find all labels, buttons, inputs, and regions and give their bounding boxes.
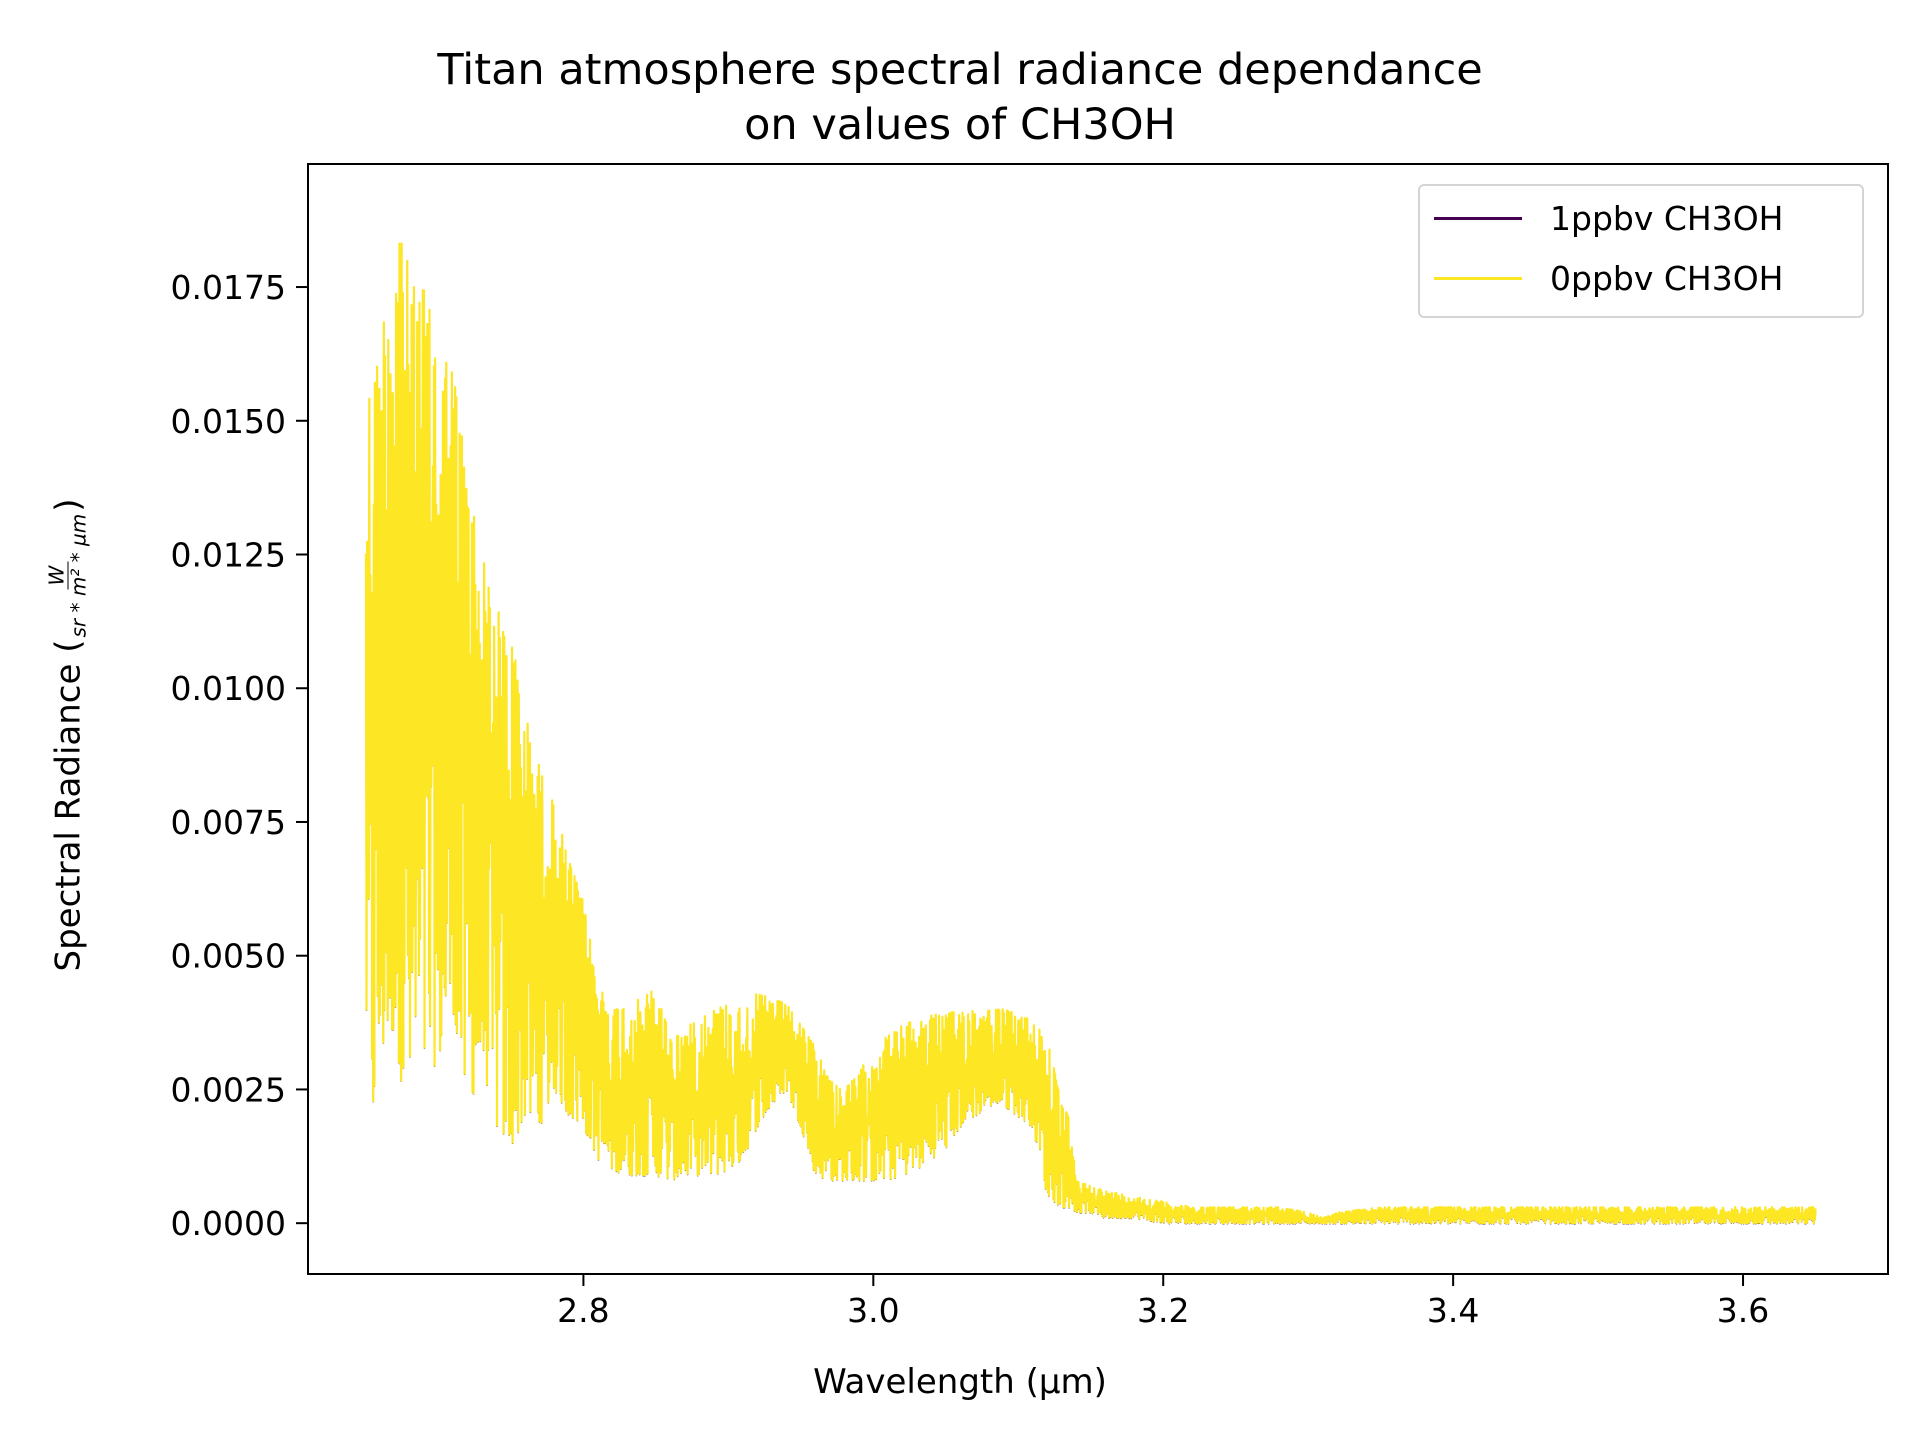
legend-entry-1ppbv: 1ppbv CH3OH xyxy=(1420,198,1784,238)
x-tick-label: 3.2 xyxy=(1137,1291,1189,1330)
chart-title-line-1: Titan atmosphere spectral radiance depen… xyxy=(437,45,1483,95)
y-axis-label: Spectral Radiance ( W sr * m² * µm ) xyxy=(45,498,91,972)
y-axis-label-suffix: ) xyxy=(48,498,88,512)
chart-title-line-2: on values of CH3OH xyxy=(744,100,1176,150)
legend-label-1ppbv: 1ppbv CH3OH xyxy=(1550,198,1784,238)
y-tick-label: 0.0150 xyxy=(171,402,286,441)
y-tick-label: 0.0000 xyxy=(171,1204,286,1243)
legend: 1ppbv CH3OH 0ppbv CH3OH xyxy=(1418,184,1864,318)
x-axis-label: Wavelength (µm) xyxy=(813,1362,1107,1402)
x-tick-label: 3.6 xyxy=(1717,1291,1769,1330)
x-tick-label: 2.8 xyxy=(557,1291,609,1330)
axes: 2.8 3.0 3.2 3.4 3.6 0.0000 0.0025 0.0050 0.0075 0… xyxy=(171,163,1889,1330)
x-tick-label: 3.4 xyxy=(1427,1291,1479,1330)
y-tick-label: 0.0175 xyxy=(171,268,286,307)
series-line-0ppbv xyxy=(364,242,1817,1225)
legend-label-0ppbv: 0ppbv CH3OH xyxy=(1550,258,1784,298)
legend-swatch-0ppbv xyxy=(1434,276,1522,280)
legend-entry-0ppbv: 0ppbv CH3OH xyxy=(1420,258,1784,298)
x-tick-label: 3.0 xyxy=(847,1291,899,1330)
y-axis-label-prefix: Spectral Radiance ( xyxy=(48,639,88,972)
axes-frame xyxy=(307,163,1889,1275)
y-tick-label: 0.0125 xyxy=(171,536,286,575)
y-tick-label: 0.0050 xyxy=(171,937,286,976)
y-tick-label: 0.0025 xyxy=(171,1070,286,1109)
y-axis-unit-numerator: W xyxy=(45,561,69,590)
y-tick-label: 0.0100 xyxy=(171,669,286,708)
y-axis-unit-denominator: sr * m² * µm xyxy=(66,513,91,638)
plot-area xyxy=(364,242,1817,1225)
y-tick-label: 0.0075 xyxy=(171,803,286,842)
legend-swatch-1ppbv xyxy=(1434,216,1522,220)
y-axis-unit-fraction: W sr * m² * µm xyxy=(45,513,91,638)
